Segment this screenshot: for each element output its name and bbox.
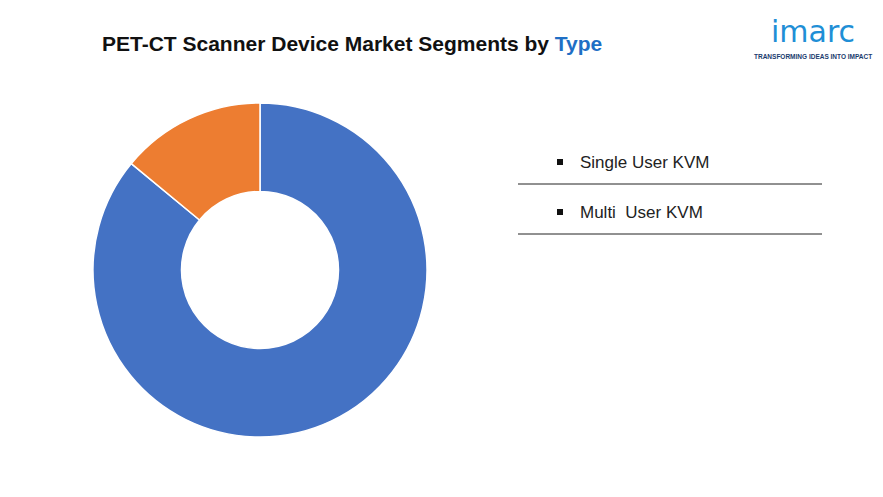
svg-text:PET-CT Scanner Device Market S: PET-CT Scanner Device Market Segments by… [102,32,602,55]
svg-text:TRANSFORMING IDEAS INTO IMPACT: TRANSFORMING IDEAS INTO IMPACT [754,53,872,60]
svg-text:Multi User KVM: Multi User KVM [580,203,703,222]
svg-text:imarc: imarc [771,14,855,49]
svg-text:Single User KVM: Single User KVM [580,153,709,172]
